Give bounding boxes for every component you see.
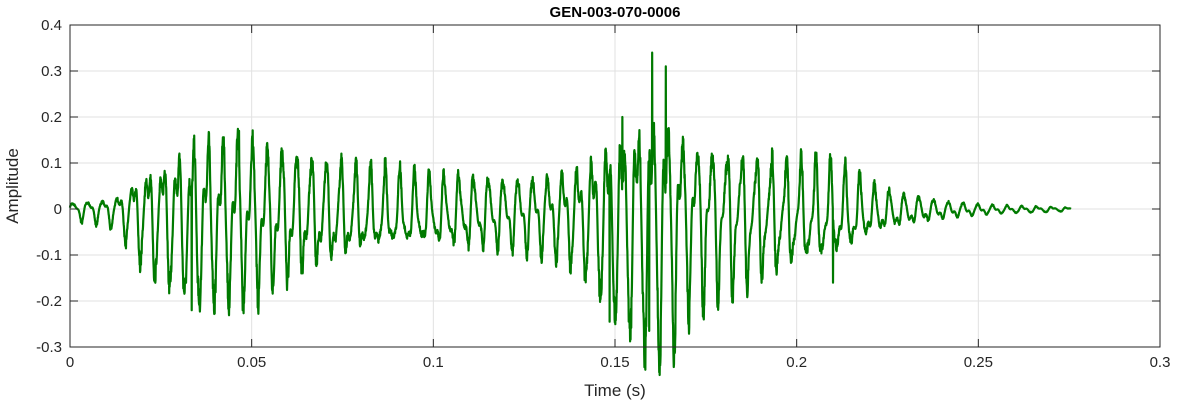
- x-tick-label: 0.25: [964, 354, 993, 371]
- signal-series: [68, 51, 1072, 377]
- x-tick-label: 0.3: [1150, 354, 1171, 371]
- y-tick-label: 0.3: [41, 63, 62, 80]
- signal-line: [68, 51, 1072, 377]
- y-tick-label: -0.3: [36, 339, 62, 356]
- y-tick-label: 0.2: [41, 109, 62, 126]
- y-axis-label: Amplitude: [3, 148, 22, 224]
- chart-title: GEN-003-070-0006: [550, 4, 681, 21]
- x-tick-label: 0.05: [237, 354, 266, 371]
- x-tick-label: 0: [66, 354, 74, 371]
- x-tick-label: 0.1: [423, 354, 444, 371]
- y-tick-label: -0.2: [36, 293, 62, 310]
- x-axis-label: Time (s): [584, 381, 646, 400]
- x-tick-label: 0.15: [600, 354, 629, 371]
- y-tick-label: 0.4: [41, 17, 62, 34]
- x-tick-label: 0.2: [786, 354, 807, 371]
- y-tick-label: 0.1: [41, 155, 62, 172]
- axis-ticks: 0 0.05 0.1 0.15 0.2 0.25 0.3 -0.3 -0.2 -0.1 0 0.1 0.…: [36, 17, 1170, 371]
- y-tick-label: 0: [54, 201, 62, 218]
- y-tick-label: -0.1: [36, 247, 62, 264]
